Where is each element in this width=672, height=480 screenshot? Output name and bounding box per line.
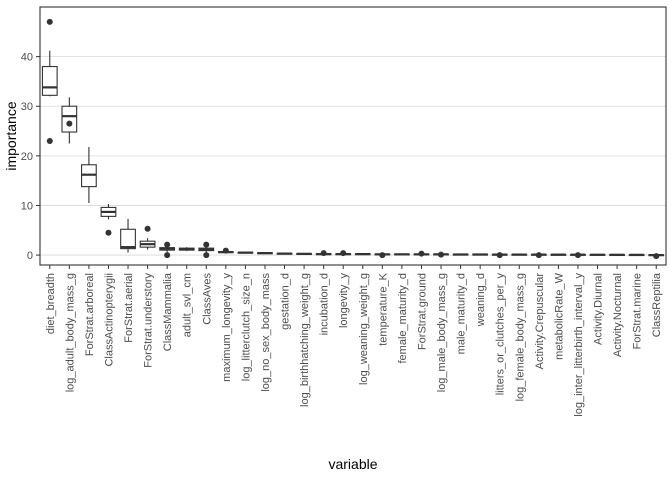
x-tick-label: ClassMammalia: [162, 272, 174, 351]
box-log_inter_litterbirth_interval_y: [570, 252, 586, 259]
x-tick-label: adult_svl_cm: [182, 273, 194, 337]
x-tick-label: longevity_y: [338, 273, 350, 329]
box-ForStrat.arboreal: [81, 146, 97, 203]
box-maximum_longevity_y: [217, 247, 234, 254]
box-ForStrat.marine: [628, 253, 645, 257]
x-tick-label: Activity.Diurnal: [593, 273, 605, 345]
box-log_litterclutch_size_n: [237, 251, 254, 254]
box-log_male_body_mass_g: [433, 251, 449, 258]
x-tick-label: log_birthhatching_weight_g: [299, 273, 311, 407]
box-ClassReptilia: [648, 253, 665, 260]
box-ForStrat.aerial: [120, 218, 136, 253]
x-tick-label: litters_or_clutches_per_y: [495, 273, 507, 396]
outlier-point: [203, 241, 210, 248]
box-adult_svl_cm: [178, 247, 195, 252]
y-tick-label: 10: [21, 200, 33, 212]
x-tick-label: log_male_body_mass_g: [436, 273, 448, 392]
y-tick-label: 40: [21, 52, 33, 64]
x-axis-ticks: diet_breadth log_adult_body_mass_g ForStra…: [45, 265, 663, 417]
x-tick-label: Activity.Nocturnal: [612, 273, 624, 357]
x-axis-title: variable: [328, 456, 377, 472]
x-tick-label: ForStrat.aerial: [123, 273, 135, 343]
x-tick-label: log_weaning_weight_g: [358, 273, 370, 385]
box-male_maturity_d: [452, 253, 469, 256]
x-tick-label: male_maturity_d: [456, 273, 468, 354]
y-axis-title: importance: [3, 101, 19, 170]
outlier-point: [379, 252, 386, 259]
x-tick-label: log_female_body_mass_g: [514, 273, 526, 401]
x-tick-label: log_adult_body_mass_g: [64, 273, 76, 392]
box-log_female_body_mass_g: [511, 253, 528, 256]
box-Activity.Nocturnal: [609, 253, 625, 257]
box-ForStrat.understory: [139, 225, 156, 250]
box-iqr: [120, 228, 136, 250]
grid-lines: [40, 56, 666, 256]
x-tick-label: ForStrat.ground: [416, 273, 428, 350]
outlier-point: [496, 252, 503, 259]
outlier-point: [535, 252, 542, 259]
outlier-point: [438, 251, 445, 258]
box-Activity.Diurnal: [589, 253, 606, 256]
box-longevity_y: [335, 250, 352, 257]
outlier-point: [574, 252, 581, 259]
y-axis-ticks: 0 10 20 30 40: [21, 52, 40, 262]
x-tick-label: log_litterclutch_size_n: [240, 273, 252, 381]
box-female_maturity_d: [394, 253, 410, 256]
outlier-point: [66, 120, 73, 127]
y-tick-label: 20: [21, 151, 33, 163]
x-tick-label: incubation_d: [319, 273, 331, 335]
x-tick-label: Activity.Crepuscular: [534, 273, 546, 370]
box-ClassMammalia: [159, 241, 176, 259]
plot-panel-border: [39, 6, 667, 266]
box-temperature_K: [374, 252, 391, 259]
box-ClassActinopterygii: [100, 203, 117, 236]
x-tick-label: ClassAves: [201, 273, 213, 325]
x-tick-label: metabolicRate_W: [553, 272, 565, 359]
box-litters_or_clutches_per_y: [491, 252, 508, 259]
x-tick-label: log_inter_litterbirth_interval_y: [573, 273, 585, 417]
x-tick-label: gestation_d: [280, 273, 292, 330]
box-incubation_d: [315, 250, 332, 257]
box-ClassAves: [198, 241, 215, 259]
box-weaning_d: [472, 253, 489, 256]
outlier-point: [340, 250, 347, 257]
x-tick-label: ForStrat.marine: [632, 273, 644, 349]
outlier-point: [164, 252, 171, 259]
outlier-point: [46, 18, 53, 25]
x-tick-label: ForStrat.arboreal: [84, 273, 96, 356]
y-tick-label: 30: [21, 101, 33, 113]
x-tick-label: female_maturity_d: [397, 273, 409, 364]
box-log_weaning_weight_g: [354, 252, 371, 256]
x-tick-label: weaning_d: [475, 273, 487, 327]
outlier-point: [144, 225, 151, 232]
box-ForStrat.ground: [413, 250, 430, 257]
x-tick-label: temperature_K: [377, 272, 389, 345]
outlier-point: [203, 252, 210, 259]
x-tick-label: log_no_sex_body_mass: [260, 273, 272, 392]
y-tick-label: 0: [27, 250, 33, 262]
box-log_adult_body_mass_g: [61, 97, 78, 144]
x-tick-label: ClassActinopterygii: [103, 273, 115, 367]
outlier-point: [222, 247, 229, 254]
box-metabolicRate_W: [550, 253, 567, 256]
x-tick-label: ClassReptilia: [651, 272, 663, 337]
box-iqr: [61, 105, 78, 133]
x-tick-label: diet_breadth: [45, 273, 57, 334]
box-gestation_d: [276, 252, 293, 255]
outlier-point: [46, 137, 53, 144]
box-log_birthhatching_weight_g: [296, 252, 312, 255]
box-iqr: [41, 65, 58, 96]
outlier-point: [418, 250, 425, 257]
box-log_no_sex_body_mass: [257, 251, 273, 255]
outlier-point: [164, 241, 171, 248]
outlier-point: [653, 253, 660, 260]
outlier-point: [105, 229, 112, 236]
boxplot-series: [41, 18, 665, 260]
x-tick-label: ForStrat.understory: [143, 273, 155, 368]
x-tick-label: maximum_longevity_y: [221, 273, 233, 382]
outlier-point: [320, 250, 327, 257]
box-Activity.Crepuscular: [530, 252, 547, 259]
box-diet_breadth: [41, 18, 58, 144]
